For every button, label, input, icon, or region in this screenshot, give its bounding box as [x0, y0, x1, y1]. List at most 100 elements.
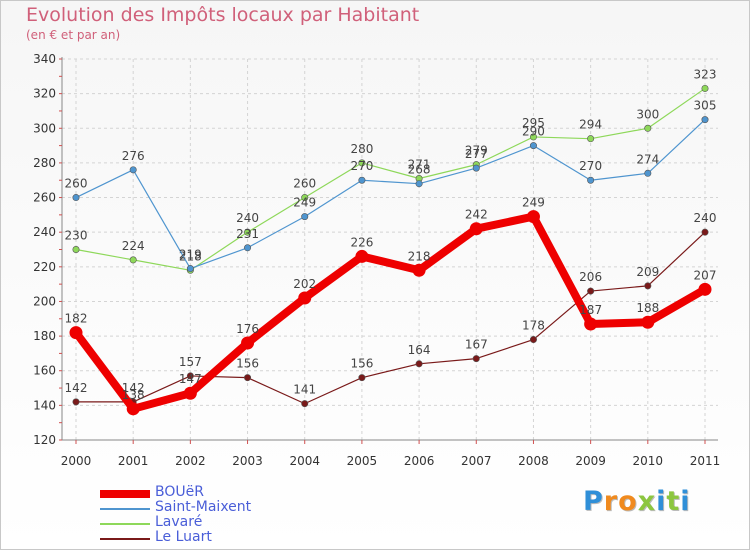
- data-point-saint-maixent: [472, 164, 480, 172]
- data-label-bou-r: 147: [179, 372, 202, 386]
- data-label-lavar: 230: [65, 229, 88, 243]
- data-point-saint-maixent: [644, 169, 652, 177]
- y-tick-label: 260: [33, 191, 56, 205]
- data-label-bou-r: 182: [65, 312, 88, 326]
- data-point-saint-maixent: [587, 176, 595, 184]
- data-label-lavar: 224: [122, 239, 145, 253]
- y-tick-label: 340: [33, 52, 56, 66]
- data-label-saint-maixent: 268: [408, 163, 431, 177]
- data-point-saint-maixent: [186, 265, 194, 273]
- data-label-le-luart: 167: [465, 338, 488, 352]
- data-label-saint-maixent: 260: [65, 177, 88, 191]
- data-label-le-luart: 157: [179, 355, 202, 369]
- data-label-bou-r: 138: [122, 388, 145, 402]
- data-label-bou-r: 188: [636, 301, 659, 315]
- legend-label-bouer: BOUëR: [155, 484, 204, 500]
- data-point-lavar: [129, 256, 137, 264]
- data-point-bou-r: [469, 222, 483, 236]
- x-tick-label: 2006: [404, 454, 435, 468]
- y-tick-label: 280: [33, 156, 56, 170]
- logo-letter: r: [603, 486, 619, 517]
- x-tick-label: 2009: [575, 454, 606, 468]
- data-label-bou-r: 187: [579, 303, 602, 317]
- data-point-le-luart: [587, 287, 595, 295]
- data-label-saint-maixent: 276: [122, 149, 145, 163]
- data-label-saint-maixent: 270: [350, 159, 373, 173]
- series-line-saint-maixent: [75, 119, 706, 270]
- data-point-bou-r: [641, 315, 655, 329]
- x-tick-label: 2005: [347, 454, 378, 468]
- data-point-lavar: [587, 135, 595, 143]
- x-tick-label: 2000: [61, 454, 92, 468]
- data-point-bou-r: [241, 336, 255, 350]
- data-point-saint-maixent: [72, 194, 80, 202]
- y-tick-label: 120: [33, 433, 56, 447]
- data-point-le-luart: [244, 374, 252, 382]
- data-label-lavar: 260: [293, 177, 316, 191]
- data-label-bou-r: 249: [522, 196, 545, 210]
- data-label-lavar: 294: [579, 118, 602, 132]
- data-label-le-luart: 206: [579, 270, 602, 284]
- data-label-saint-maixent: 231: [236, 227, 259, 241]
- y-tick-label: 140: [33, 398, 56, 412]
- legend-label-saint-maixent: Saint-Maixent: [155, 499, 252, 515]
- data-point-saint-maixent: [129, 166, 137, 174]
- legend-swatch-lavare: [100, 522, 150, 525]
- logo-letter: o: [618, 486, 638, 517]
- legend-swatch-le-luart: [100, 537, 150, 540]
- data-point-le-luart: [301, 400, 309, 408]
- x-tick-label: 2008: [518, 454, 549, 468]
- data-label-le-luart: 156: [236, 357, 259, 371]
- data-point-lavar: [72, 246, 80, 254]
- data-point-saint-maixent: [529, 142, 537, 150]
- data-label-bou-r: 218: [408, 249, 431, 263]
- data-point-bou-r: [526, 210, 540, 224]
- data-label-saint-maixent: 249: [293, 196, 316, 210]
- data-label-lavar: 279: [465, 144, 488, 158]
- x-tick-label: 2002: [175, 454, 206, 468]
- data-label-saint-maixent: 270: [579, 159, 602, 173]
- data-point-bou-r: [298, 291, 312, 305]
- data-point-le-luart: [415, 360, 423, 368]
- series-line-bou-r: [72, 212, 709, 413]
- data-label-saint-maixent: 274: [636, 152, 659, 166]
- data-point-bou-r: [183, 386, 197, 400]
- x-tick-label: 2003: [232, 454, 263, 468]
- data-label-bou-r: 207: [694, 268, 717, 282]
- data-label-lavar: 300: [636, 107, 659, 121]
- data-label-bou-r: 242: [465, 208, 488, 222]
- data-label-bou-r: 202: [293, 277, 316, 291]
- data-label-lavar: 240: [236, 211, 259, 225]
- data-label-le-luart: 142: [122, 381, 145, 395]
- data-point-lavar: [529, 133, 537, 141]
- data-label-saint-maixent: 219: [179, 248, 202, 262]
- data-point-lavar: [358, 159, 366, 167]
- data-point-bou-r: [126, 402, 140, 416]
- data-label-saint-maixent: 290: [522, 125, 545, 139]
- logo-letter: P: [583, 486, 604, 517]
- x-tick-label: 2007: [461, 454, 492, 468]
- data-point-saint-maixent: [301, 213, 309, 221]
- y-tick-label: 180: [33, 329, 56, 343]
- data-label-lavar: 271: [408, 157, 431, 171]
- data-point-bou-r: [69, 326, 83, 340]
- data-point-lavar: [644, 124, 652, 132]
- x-tick-label: 2004: [289, 454, 320, 468]
- data-point-saint-maixent: [244, 244, 252, 252]
- x-tick-label: 2010: [633, 454, 664, 468]
- logo-letter: i: [680, 486, 691, 517]
- data-point-lavar: [301, 194, 309, 202]
- data-point-le-luart: [644, 282, 652, 290]
- y-tick-label: 220: [33, 260, 56, 274]
- data-point-bou-r: [355, 249, 369, 263]
- x-tick-label: 2001: [118, 454, 149, 468]
- data-point-le-luart: [529, 336, 537, 344]
- data-point-lavar: [244, 228, 252, 236]
- chart-subtitle: (en € et par an): [26, 28, 121, 42]
- data-label-lavar: 323: [694, 67, 717, 81]
- y-tick-label: 320: [33, 87, 56, 101]
- data-label-saint-maixent: 305: [694, 99, 717, 113]
- data-label-le-luart: 141: [293, 383, 316, 397]
